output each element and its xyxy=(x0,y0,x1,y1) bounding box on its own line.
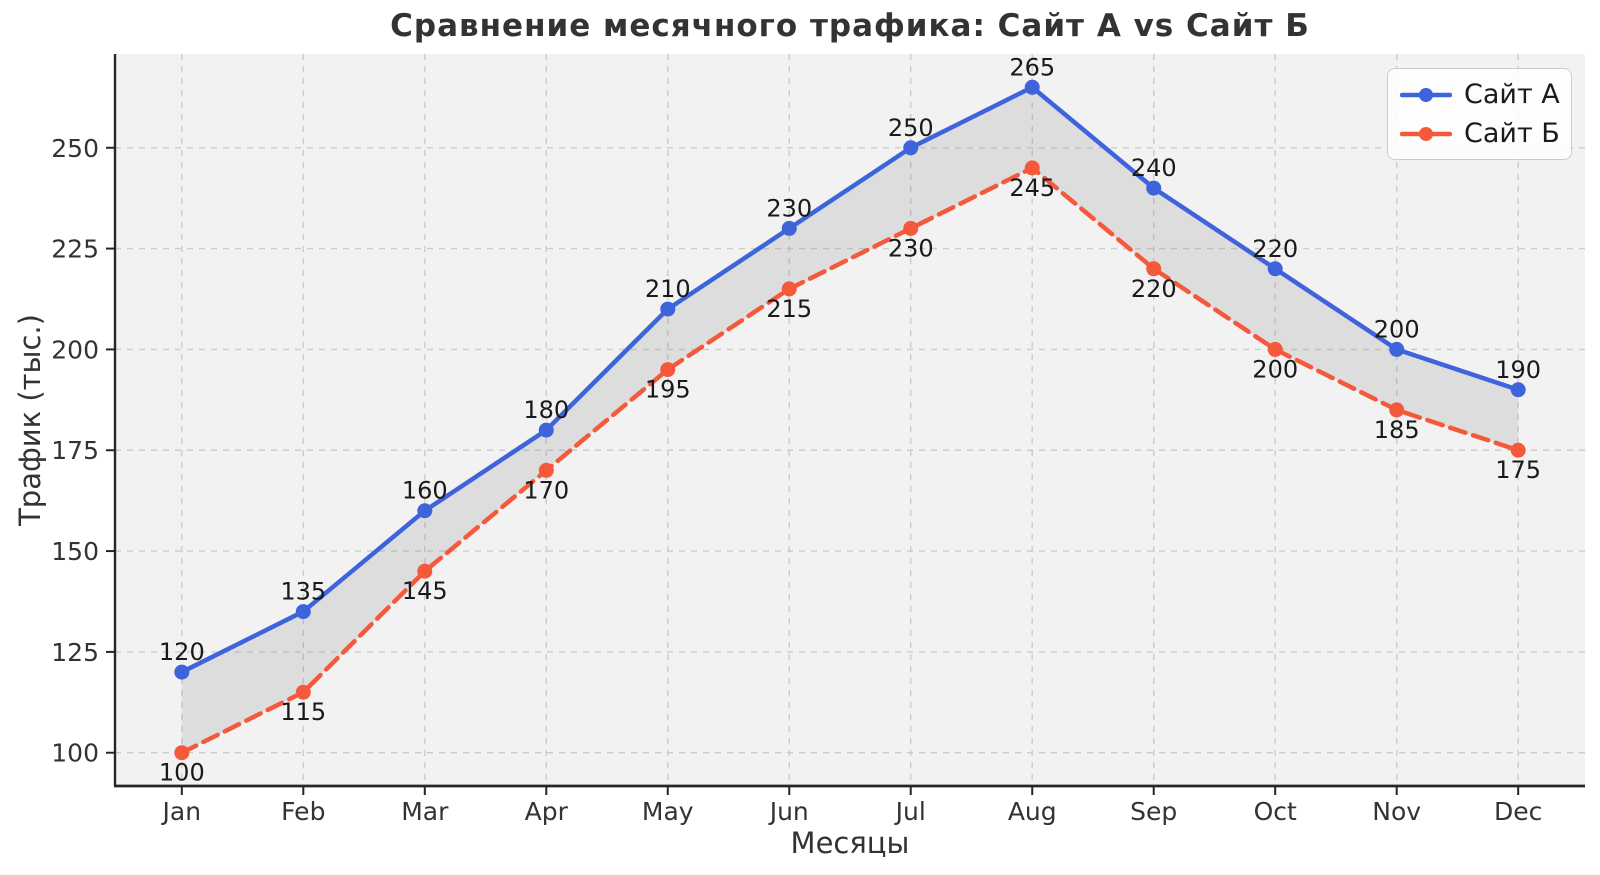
x-tick-label: Oct xyxy=(1254,797,1297,826)
plot-background xyxy=(115,54,1585,786)
data-point-label: 190 xyxy=(1495,356,1541,384)
y-tick-label: 200 xyxy=(51,335,99,364)
data-point-label: 200 xyxy=(1374,315,1420,343)
legend-line-site-a-icon xyxy=(1400,87,1452,102)
data-point-label: 220 xyxy=(1252,235,1298,263)
series-line-site-b xyxy=(179,165,1521,755)
data-point-label: 210 xyxy=(645,275,691,303)
data-point-label: 220 xyxy=(1131,275,1177,303)
x-tick-label: May xyxy=(642,797,694,826)
data-point-label: 180 xyxy=(523,396,569,424)
legend-label-site-a: Сайт А xyxy=(1464,79,1560,110)
x-tick-label: Feb xyxy=(281,797,325,826)
data-point-label: 230 xyxy=(888,234,934,262)
data-point-marker xyxy=(174,664,190,680)
data-point-label: 240 xyxy=(1131,154,1177,182)
y-tick-label: 150 xyxy=(51,537,99,566)
data-point-marker xyxy=(1267,341,1283,357)
data-point-marker xyxy=(660,301,676,317)
x-axis-label: Месяцы xyxy=(790,826,910,860)
data-point-marker xyxy=(1389,341,1405,357)
data-point-marker xyxy=(417,503,433,519)
data-point-label: 135 xyxy=(280,578,326,606)
data-point-label: 120 xyxy=(159,638,205,666)
legend-line-site-b-icon xyxy=(1400,126,1452,141)
legend-item-site-a: Сайт А xyxy=(1400,79,1560,110)
data-point-label: 115 xyxy=(280,698,326,726)
data-point-marker xyxy=(1146,180,1162,196)
data-point-marker xyxy=(1510,382,1526,398)
data-point-label: 195 xyxy=(645,376,691,404)
data-point-label: 185 xyxy=(1374,416,1420,444)
data-point-marker xyxy=(1146,261,1162,277)
data-point-label: 250 xyxy=(888,114,934,142)
x-tick-label: Sep xyxy=(1130,797,1177,826)
data-point-marker xyxy=(1389,402,1405,418)
y-tick-label: 175 xyxy=(51,436,99,465)
legend-label-site-b: Сайт Б xyxy=(1464,118,1560,149)
data-point-marker xyxy=(660,362,676,378)
x-tick-label: Aug xyxy=(1008,797,1057,826)
x-tick-label: Jun xyxy=(768,797,809,826)
data-point-marker xyxy=(903,140,919,156)
x-tick-label: Jul xyxy=(894,797,926,826)
data-point-label: 200 xyxy=(1252,355,1298,383)
data-point-marker xyxy=(417,563,433,579)
data-point-marker xyxy=(1024,160,1040,176)
data-point-marker xyxy=(174,745,190,761)
y-axis-label: Трафик (тыс.) xyxy=(13,314,47,526)
series-line-site-a xyxy=(179,85,1521,675)
data-point-marker xyxy=(1510,442,1526,458)
legend: Сайт А Сайт Б xyxy=(1387,68,1572,160)
data-point-label: 170 xyxy=(523,476,569,504)
data-point-marker xyxy=(903,220,919,236)
data-point-label: 160 xyxy=(402,477,448,505)
data-point-label: 245 xyxy=(1009,174,1055,202)
data-point-label: 215 xyxy=(766,295,812,323)
y-tick-label: 250 xyxy=(51,134,99,163)
x-tick-label: Dec xyxy=(1494,797,1542,826)
y-tick-label: 100 xyxy=(51,739,99,768)
x-tick-label: Apr xyxy=(525,797,569,826)
data-point-label: 175 xyxy=(1495,456,1541,484)
data-point-marker xyxy=(781,281,797,297)
y-tick-label: 225 xyxy=(51,235,99,264)
data-point-label: 230 xyxy=(766,194,812,222)
y-tick-label: 125 xyxy=(51,638,99,667)
data-point-label: 145 xyxy=(402,577,448,605)
data-point-label: 265 xyxy=(1009,53,1055,81)
data-point-marker xyxy=(538,462,554,478)
data-point-marker xyxy=(1024,79,1040,95)
data-point-label: 100 xyxy=(159,759,205,787)
x-tick-label: Nov xyxy=(1372,797,1421,826)
data-point-marker xyxy=(295,604,311,620)
data-point-marker xyxy=(538,422,554,438)
data-point-marker xyxy=(781,220,797,236)
legend-item-site-b: Сайт Б xyxy=(1400,118,1560,149)
x-tick-label: Jan xyxy=(161,797,202,826)
chart-title: Сравнение месячного трафика: Сайт А vs С… xyxy=(390,8,1310,44)
fill-between-region xyxy=(181,87,1519,753)
data-point-marker xyxy=(295,684,311,700)
data-point-marker xyxy=(1267,261,1283,277)
x-tick-label: Mar xyxy=(401,797,449,826)
